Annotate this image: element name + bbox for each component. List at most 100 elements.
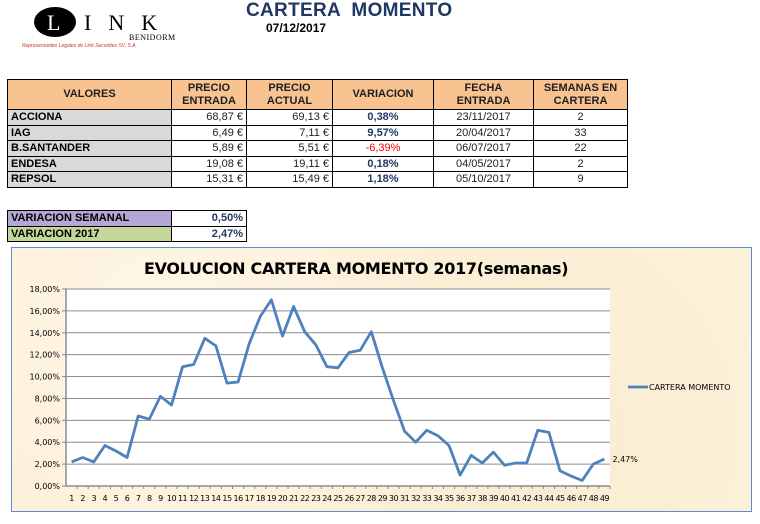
table-row: ACCIONA 68,87 € 69,13 € 0,38% 23/11/2017… <box>7 109 628 126</box>
link-benidorm-logo: L INK BENIDORM Representantes Legales de… <box>22 4 202 49</box>
variacion-2017-value: 2,47% <box>171 225 247 242</box>
x-tick-label: 30 <box>389 494 399 503</box>
cell-semanas: 9 <box>533 171 628 188</box>
x-tick-label: 7 <box>136 494 141 503</box>
x-tick-label: 28 <box>367 494 377 503</box>
page-title: CARTERA MOMENTO <box>246 0 453 21</box>
x-tick-label: 20 <box>278 494 288 503</box>
x-tick-label: 6 <box>125 494 130 503</box>
x-tick-label: 18 <box>256 494 266 503</box>
x-tick-label: 44 <box>544 494 554 503</box>
x-tick-label: 39 <box>489 494 499 503</box>
cell-semanas: 22 <box>533 140 628 157</box>
variacion-semanal-value: 0,50% <box>171 210 247 227</box>
col-header-semanas: SEMANAS EN CARTERA <box>533 79 628 110</box>
x-tick-label: 9 <box>158 494 163 503</box>
y-tick-label: 12,00% <box>29 351 60 360</box>
col-header-valores: VALORES <box>7 79 172 110</box>
x-tick-label: 21 <box>289 494 299 503</box>
x-tick-label: 47 <box>578 494 588 503</box>
x-tick-label: 31 <box>400 494 410 503</box>
y-tick-label: 10,00% <box>29 373 60 382</box>
x-tick-label: 32 <box>411 494 421 503</box>
cell-valor: REPSOL <box>7 171 172 188</box>
portfolio-table: VALORES PRECIO ENTRADA PRECIO ACTUAL VARIA… <box>7 79 628 188</box>
x-tick-label: 14 <box>211 494 221 503</box>
x-tick-label: 48 <box>589 494 599 503</box>
x-tick-label: 17 <box>245 494 255 503</box>
y-tick-label: 14,00% <box>29 329 60 338</box>
x-tick-label: 16 <box>233 494 243 503</box>
col-header-variacion: VARIACION <box>332 79 434 110</box>
cell-fecha-entrada: 04/05/2017 <box>433 155 534 172</box>
cell-variacion: 1,18% <box>332 171 434 188</box>
logo-letters: INK <box>84 10 175 35</box>
col-header-fecha-entrada: FECHA ENTRADA <box>433 79 534 110</box>
x-tick-label: 8 <box>147 494 152 503</box>
x-tick-label: 15 <box>222 494 232 503</box>
logo-oval <box>34 7 76 37</box>
x-tick-label: 26 <box>345 494 355 503</box>
logo-letter-l: L <box>47 10 61 35</box>
cell-fecha-entrada: 05/10/2017 <box>433 171 534 188</box>
table-header-row: VALORES PRECIO ENTRADA PRECIO ACTUAL VARIA… <box>7 79 628 110</box>
chart-title: EVOLUCION CARTERA MOMENTO 2017(semanas) <box>144 259 569 278</box>
x-tick-label: 4 <box>103 494 108 503</box>
x-tick-label: 22 <box>300 494 310 503</box>
x-tick-label: 49 <box>600 494 610 503</box>
cell-valor: ACCIONA <box>7 109 172 126</box>
x-tick-label: 43 <box>533 494 543 503</box>
last-value-label: 2,47% <box>612 455 638 464</box>
series-line-cartera-momento <box>71 298 605 482</box>
x-tick-label: 34 <box>433 494 443 503</box>
x-tick-label: 13 <box>200 494 210 503</box>
y-tick-label: 18,00% <box>29 285 60 294</box>
x-tick-label: 2 <box>80 494 85 503</box>
y-tick-label: 4,00% <box>35 438 61 447</box>
x-tick-label: 23 <box>311 494 321 503</box>
x-tick-label: 27 <box>356 494 366 503</box>
legend-label: CARTERA MOMENTO <box>649 383 731 392</box>
y-tick-label: 2,00% <box>35 460 61 469</box>
x-tick-label: 36 <box>456 494 466 503</box>
cell-precio-actual: 7,11 € <box>246 124 333 141</box>
logo-subtitle: BENIDORM <box>129 33 176 42</box>
x-tick-label: 29 <box>378 494 388 503</box>
x-tick-label: 45 <box>555 494 565 503</box>
variacion-2017-label: VARIACION 2017 <box>7 225 172 242</box>
summary-row-anual: VARIACION 2017 2,47% <box>7 225 247 242</box>
plot-area <box>66 289 610 486</box>
y-tick-label: 6,00% <box>35 416 61 425</box>
y-tick-label: 16,00% <box>29 307 60 316</box>
x-tick-label: 35 <box>444 494 454 503</box>
cell-precio-actual: 15,49 € <box>246 171 333 188</box>
col-header-precio-entrada: PRECIO ENTRADA <box>171 79 247 110</box>
cell-valor: IAG <box>7 124 172 141</box>
x-tick-label: 40 <box>500 494 510 503</box>
y-tick-label: 8,00% <box>35 394 61 403</box>
x-tick-label: 12 <box>189 494 199 503</box>
y-tick-label: 0,00% <box>35 482 61 491</box>
col-header-precio-actual: PRECIO ACTUAL <box>246 79 333 110</box>
x-tick-label: 33 <box>422 494 432 503</box>
x-tick-label: 19 <box>267 494 277 503</box>
table-row: REPSOL 15,31 € 15,49 € 1,18% 05/10/2017 … <box>7 171 628 188</box>
summary-row-semanal: VARIACION SEMANAL 0,50% <box>7 210 247 227</box>
x-tick-label: 3 <box>91 494 96 503</box>
x-tick-label: 41 <box>511 494 521 503</box>
x-tick-label: 37 <box>467 494 477 503</box>
x-tick-label: 10 <box>167 494 177 503</box>
x-tick-label: 46 <box>567 494 577 503</box>
cell-precio-entrada: 15,31 € <box>171 171 247 188</box>
cell-valor: ENDESA <box>7 155 172 172</box>
report-date: 07/12/2017 <box>266 21 327 35</box>
cell-precio-entrada: 5,89 € <box>171 140 247 157</box>
x-tick-label: 25 <box>333 494 343 503</box>
logo-tagline: Representantes Legales de Link Securitie… <box>22 43 137 49</box>
x-tick-label: 5 <box>114 494 119 503</box>
summary-table: VARIACION SEMANAL 0,50% VARIACION 2017 2… <box>7 210 247 242</box>
x-tick-label: 42 <box>522 494 532 503</box>
x-tick-label: 1 <box>69 494 74 503</box>
x-tick-label: 38 <box>478 494 488 503</box>
